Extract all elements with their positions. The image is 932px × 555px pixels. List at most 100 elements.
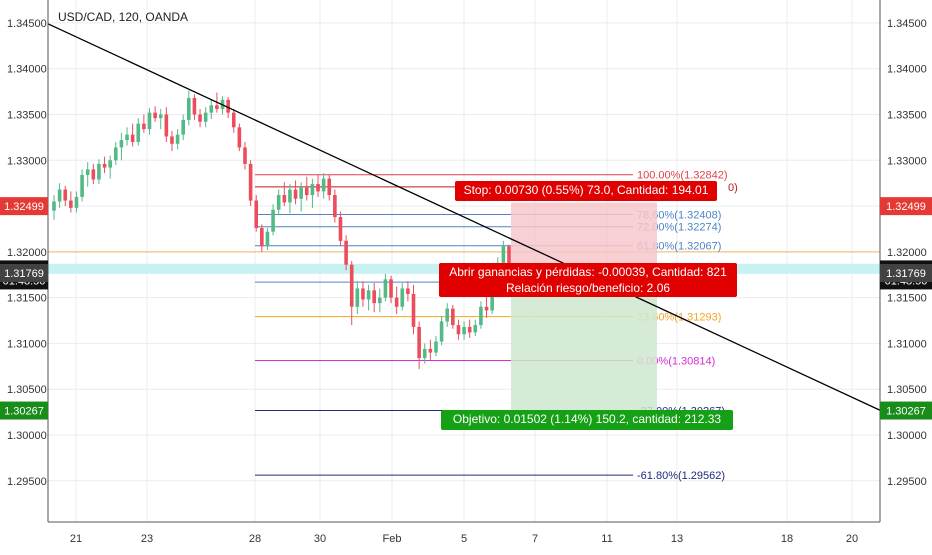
candle-body: [406, 288, 410, 294]
candle-body: [198, 114, 202, 122]
y-tick-label-left: 1.29500: [7, 476, 47, 488]
price-tag-right-text: 1.31769: [886, 268, 926, 280]
symbol-title: USD/CAD, 120, OANDA: [58, 10, 188, 24]
candle-body: [456, 325, 461, 335]
grid-lines: [48, 0, 880, 522]
price-tag-right-text: 1.32499: [886, 201, 926, 213]
candle-body: [276, 195, 281, 210]
fib-level-label: 100.00%(1.32842): [637, 170, 728, 182]
candle-body: [310, 184, 315, 196]
candle-body: [265, 231, 270, 247]
candle-body: [383, 279, 388, 298]
candle-body: [226, 99, 230, 113]
candle-body: [473, 325, 478, 333]
y-tick-label-left: 1.32000: [7, 247, 47, 259]
candle-body: [271, 209, 275, 232]
x-tick-label: 18: [781, 533, 793, 545]
candle-body: [490, 286, 494, 311]
target-label-box: [441, 410, 733, 430]
candle-body: [215, 105, 219, 109]
candle-body: [175, 134, 180, 144]
x-tick-label: 30: [314, 533, 326, 545]
x-tick-label: 7: [532, 533, 538, 545]
x-tick-label: 13: [671, 533, 683, 545]
candle-body: [248, 163, 253, 201]
y-tick-label-right: 1.30500: [887, 384, 927, 396]
candle-body: [187, 97, 191, 120]
y-tick-label-right: 1.34500: [887, 18, 927, 30]
pnl-label-text: Abrir ganancias y pérdidas: -0.00039, Ca…: [449, 265, 727, 279]
candles: [52, 90, 511, 370]
fib-level-label: -61.80%(1.29562): [637, 470, 725, 482]
candle-body: [366, 290, 371, 300]
price-tag-right: [880, 197, 932, 216]
candle-body: [254, 200, 259, 229]
candle-body: [91, 169, 96, 180]
candle-body: [484, 306, 489, 311]
y-tick-label-left: 1.30500: [7, 384, 47, 396]
stop-label-box: [455, 181, 717, 201]
price-tag-left: [0, 263, 48, 282]
candle-body: [338, 217, 343, 241]
candle-body: [411, 293, 416, 327]
candle-body: [237, 127, 242, 148]
stop-label-text: Stop: 0.00730 (0.55%) 73.0, Cantidad: 19…: [464, 183, 709, 197]
trendline[interactable]: [47, 23, 881, 411]
y-tick-label-right: 1.29500: [887, 476, 927, 488]
x-tick-label: 23: [141, 533, 153, 545]
y-tick-label-left: 1.34000: [7, 64, 47, 76]
price-tag-left: [0, 401, 48, 420]
price-tag-right-text: 1.30267: [886, 406, 926, 418]
candle-body: [361, 288, 365, 300]
candle-body: [113, 147, 118, 161]
price-tag-right: [880, 263, 932, 282]
price-tag-left: [0, 197, 48, 216]
candle-body: [147, 112, 152, 130]
candle-body: [501, 246, 506, 263]
candle-body: [321, 178, 326, 192]
candle-body: [507, 246, 511, 272]
y-tick-label-left: 1.30000: [7, 430, 47, 442]
price-tag-left-text: 1.32499: [4, 201, 44, 213]
candle-body: [299, 187, 303, 199]
y-tick-label-right: 1.34000: [887, 64, 927, 76]
candle-body: [333, 195, 337, 218]
candle-body: [125, 134, 129, 141]
candle-body: [355, 288, 360, 307]
fib-level-label: 72.00%(1.32274): [637, 222, 721, 234]
fib-level-label: 0): [728, 182, 738, 194]
price-tag-right: [880, 401, 932, 420]
fib-level-label: 78.60%(1.32408): [637, 209, 721, 221]
x-tick-label: 28: [249, 533, 261, 545]
candle-body: [378, 297, 382, 304]
candle-body: [445, 308, 450, 322]
candle-body: [467, 326, 472, 333]
candle-body: [462, 326, 466, 335]
candle-body: [170, 136, 174, 144]
long-short-position-tool[interactable]: [511, 202, 657, 411]
stop-zone: [511, 202, 657, 270]
candle-body: [142, 123, 146, 130]
candle-body: [316, 184, 320, 192]
candle-body: [282, 195, 287, 203]
candle-body: [260, 228, 264, 247]
y-tick-label-right: 1.31500: [887, 293, 927, 305]
candle-body: [327, 178, 332, 196]
candle-body: [479, 306, 483, 326]
candle-body: [304, 187, 309, 196]
candle-body: [57, 189, 62, 202]
candle-body: [69, 200, 73, 208]
candle-body: [344, 240, 348, 265]
candle-body: [158, 114, 163, 119]
candle-body: [63, 189, 68, 201]
x-tick-label: 5: [461, 533, 467, 545]
y-tick-label-left: 1.33500: [7, 109, 47, 121]
candle-body: [400, 288, 405, 307]
pnl-label-text: Relación riesgo/beneficio: 2.06: [506, 281, 670, 295]
y-tick-label-right: 1.33000: [887, 155, 927, 167]
candle-body: [422, 348, 427, 359]
y-tick-label-right: 1.32000: [887, 247, 927, 259]
y-tick-label-left: 1.34500: [7, 18, 47, 30]
